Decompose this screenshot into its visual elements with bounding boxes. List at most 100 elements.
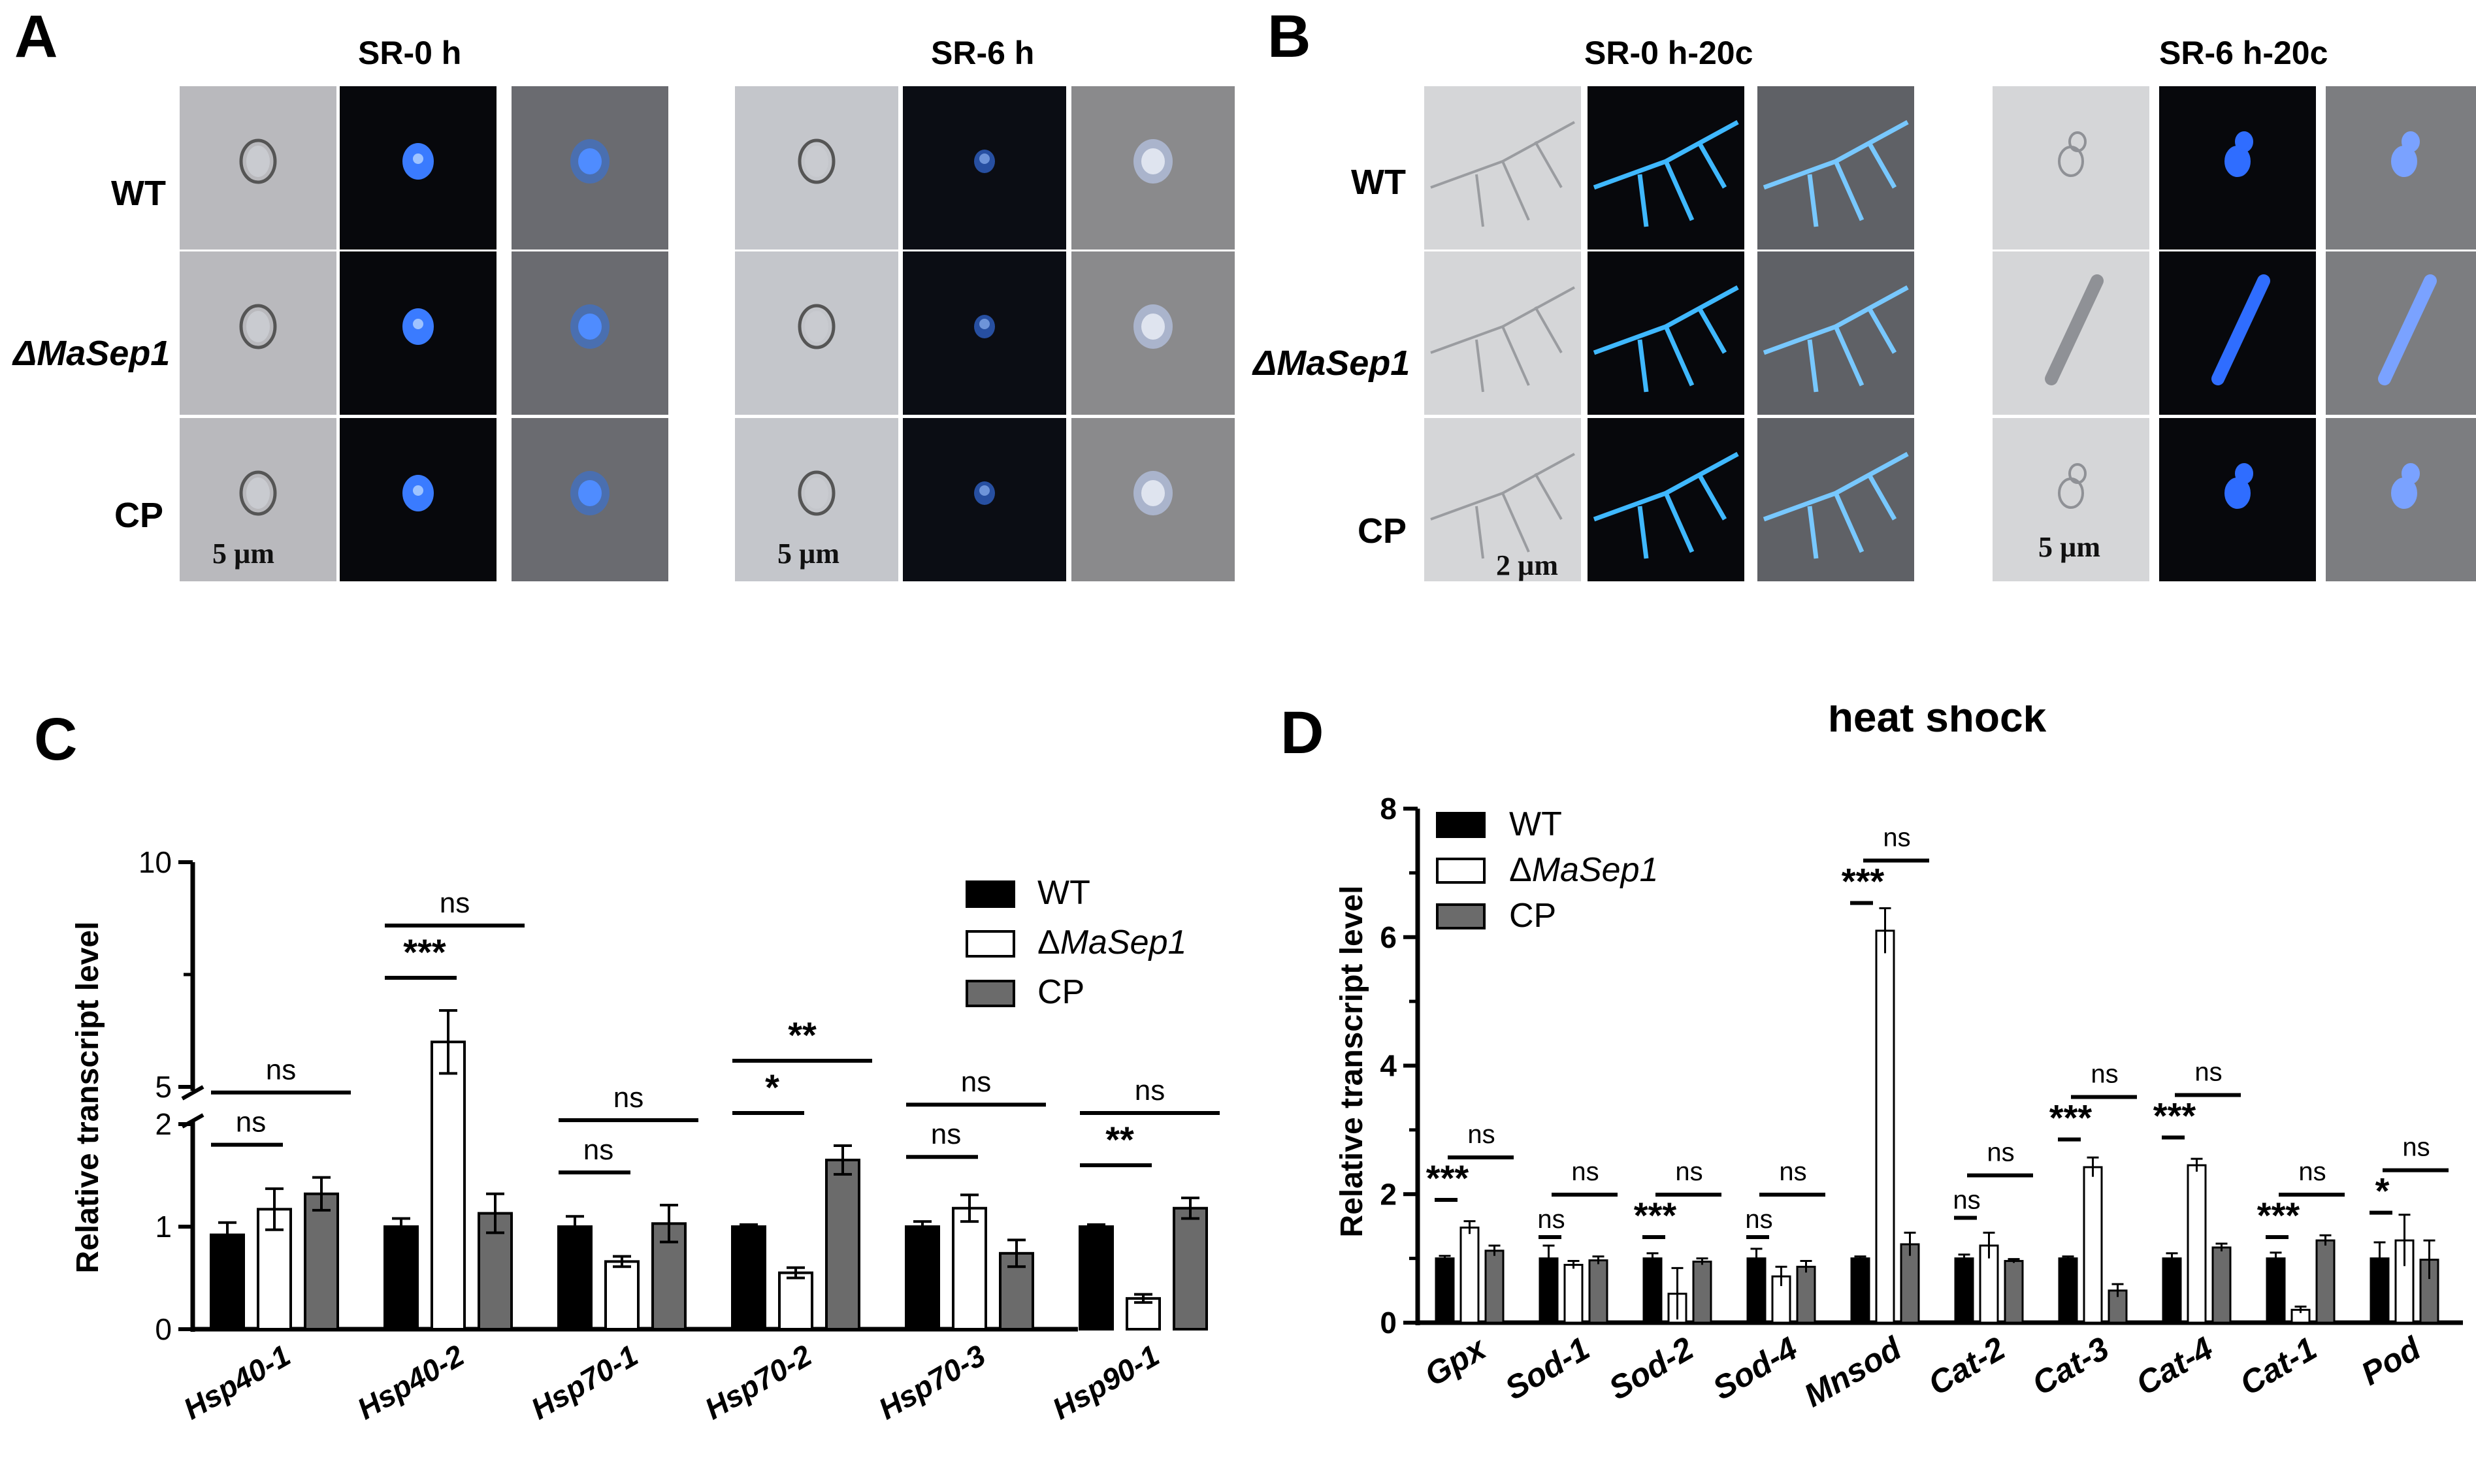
bar-WT xyxy=(2162,1257,2182,1324)
micrograph-tile xyxy=(2326,418,2476,581)
bar-WT xyxy=(557,1225,593,1331)
panel-a-row-wt: WT xyxy=(111,174,166,213)
y-axis-title: Relative transcript level xyxy=(71,922,105,1274)
legend-swatch xyxy=(1436,903,1486,929)
micrograph-tile xyxy=(735,86,898,250)
x-tick-label: Cat-3 xyxy=(2026,1330,2115,1402)
y-tick-label: 1 xyxy=(155,1210,172,1244)
micrograph-tile xyxy=(903,86,1066,250)
panel-label-d: D xyxy=(1280,700,1324,766)
x-tick-label: Hsp90-1 xyxy=(1047,1338,1165,1427)
sig-label: *** xyxy=(1634,1195,1677,1236)
panel-label-a: A xyxy=(14,3,58,70)
micrograph-tile xyxy=(1757,418,1914,581)
sig-label: ns xyxy=(961,1066,991,1098)
x-tick-label: Pod xyxy=(2355,1329,2428,1392)
micrograph-tile xyxy=(340,251,497,415)
y-tick-label: 0 xyxy=(1380,1306,1397,1340)
panel-b-row-mutant: ΔMaSep1 xyxy=(1253,344,1410,383)
bar-ΔMaSep1 xyxy=(952,1206,987,1331)
bar-CP xyxy=(1692,1261,1712,1324)
y-axis-title: Relative transcript level xyxy=(1335,886,1369,1238)
sig-label: * xyxy=(2375,1170,2390,1212)
sig-label: ns xyxy=(2091,1060,2118,1089)
x-tick-label: Sod-2 xyxy=(1603,1330,1699,1407)
chart-d-heat-shock: heat shock 0 2 4 6 8 Relative transcript level… xyxy=(1335,705,2463,1414)
panel-b-row-cp: CP xyxy=(1358,511,1407,551)
sig-label: ns xyxy=(2298,1157,2326,1186)
bar-ΔMaSep1 xyxy=(1563,1263,1584,1324)
y-tick-label: 2 xyxy=(1380,1177,1397,1211)
micrograph-tile xyxy=(1588,86,1744,250)
sig-label: *** xyxy=(1842,860,1885,901)
micrograph-tile xyxy=(1993,251,2149,415)
sig-label: ** xyxy=(788,1014,817,1056)
micrograph-tile xyxy=(903,251,1066,415)
bar-WT xyxy=(1746,1257,1767,1324)
micrograph-tile xyxy=(340,86,497,250)
legend-swatch xyxy=(966,980,1015,1007)
sig-label: *** xyxy=(2049,1097,2093,1138)
bar-ΔMaSep1 xyxy=(1459,1226,1480,1324)
sig-label: ** xyxy=(1105,1119,1134,1160)
micrograph-tile xyxy=(180,86,336,250)
micrograph-tile xyxy=(1071,86,1235,250)
bar-CP xyxy=(1588,1259,1608,1324)
bar-WT xyxy=(1435,1257,1455,1324)
micrograph-tile xyxy=(1424,251,1581,415)
x-tick-label: Hsp70-2 xyxy=(699,1338,817,1426)
bar-ΔMaSep1 xyxy=(2187,1164,2207,1324)
sig-label: ns xyxy=(1987,1138,2014,1167)
y-tick-label: 5 xyxy=(155,1070,172,1104)
x-tick-label: Mnsod xyxy=(1798,1329,1908,1414)
y-tick-label: 4 xyxy=(1380,1049,1397,1083)
bar-ΔMaSep1 xyxy=(604,1260,640,1331)
micrograph-tile xyxy=(1993,418,2149,581)
sig-label: ns xyxy=(1675,1157,1702,1186)
sig-label: ns xyxy=(1571,1157,1599,1186)
x-tick-label: Sod-1 xyxy=(1499,1330,1595,1407)
panel-a-scale-left: 5 µm xyxy=(212,538,275,570)
x-tick-label: Cat-4 xyxy=(2130,1330,2219,1402)
sig-label: ns xyxy=(1779,1157,1806,1186)
panel-a-title-6h: SR-6 h xyxy=(931,35,1035,71)
bar-CP xyxy=(2315,1239,2336,1324)
bar-WT xyxy=(1642,1257,1663,1324)
legend-label: CP xyxy=(1509,897,1556,935)
x-tick-label: Sod-4 xyxy=(1706,1330,1803,1407)
bar-WT xyxy=(1954,1257,1974,1324)
micrograph-tile xyxy=(2159,86,2316,250)
micrograph-tile xyxy=(340,418,497,581)
sig-label: ns xyxy=(1883,823,1910,852)
bar-ΔMaSep1 xyxy=(1875,929,1895,1324)
x-tick-label: Cat-1 xyxy=(2234,1330,2322,1402)
x-tick-label: Hsp70-3 xyxy=(873,1338,991,1426)
micrograph-tile xyxy=(180,251,336,415)
x-tick-label: Cat-2 xyxy=(1922,1330,2011,1402)
panel-b-scale-right: 5 µm xyxy=(2038,531,2101,563)
micrograph-tile xyxy=(2326,251,2476,415)
sig-label: *** xyxy=(403,931,446,973)
bar-CP xyxy=(1173,1206,1208,1331)
micrograph-tile xyxy=(1071,418,1235,581)
sig-label: *** xyxy=(1426,1157,1469,1199)
y-tick-label: 10 xyxy=(138,845,172,879)
panel-b-scale-left: 2 µm xyxy=(1496,549,1559,581)
legend-label: CP xyxy=(1037,973,1084,1011)
y-tick-label: 8 xyxy=(1380,792,1397,826)
sig-label: ns xyxy=(1953,1186,1980,1215)
bar-CP xyxy=(2004,1260,2024,1324)
micrograph-tile xyxy=(735,418,898,581)
micrograph-tile xyxy=(180,418,336,581)
bar-WT xyxy=(905,1225,940,1331)
micrograph-tile xyxy=(1588,418,1744,581)
micrograph-tile xyxy=(1071,251,1235,415)
bar-WT xyxy=(2058,1257,2078,1324)
bar-CP xyxy=(2211,1246,2232,1324)
sig-label: *** xyxy=(2257,1195,2300,1236)
micrograph-tile xyxy=(1757,251,1914,415)
panel-b-row-wt: WT xyxy=(1351,163,1406,202)
bar-CP xyxy=(1900,1243,1920,1324)
panel-label-b: B xyxy=(1267,3,1311,70)
bar-WT xyxy=(2266,1257,2286,1324)
